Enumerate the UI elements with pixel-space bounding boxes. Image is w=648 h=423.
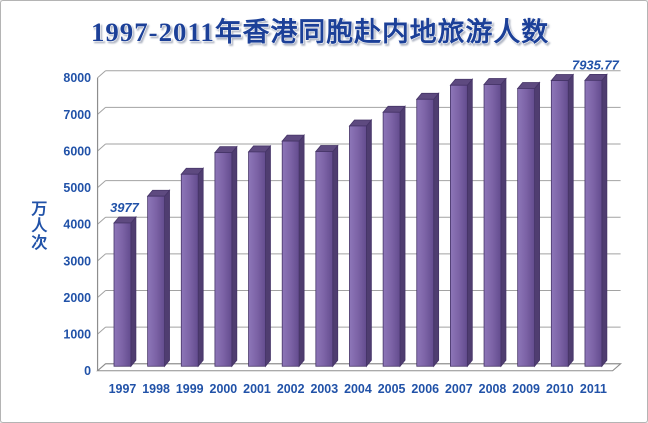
bar-side-face xyxy=(399,105,406,368)
bar-side-face xyxy=(332,144,339,368)
x-category-label: 2007 xyxy=(445,382,473,396)
data-label-1997: 3977 xyxy=(110,200,140,215)
bar-side-face xyxy=(500,77,507,368)
y-axis-title-char: 人 xyxy=(31,217,47,235)
bar-2003 xyxy=(315,151,334,367)
bar-1999 xyxy=(180,173,199,367)
bar-2005 xyxy=(382,111,401,367)
bar-side-face xyxy=(231,145,238,368)
y-tick-label: 4000 xyxy=(63,218,91,232)
gridline-connector xyxy=(97,70,106,79)
bar-2007 xyxy=(450,84,468,367)
gridline-connector xyxy=(97,326,106,335)
y-tick-label: 0 xyxy=(84,364,91,378)
bar-2008 xyxy=(483,84,502,367)
gridline-connector xyxy=(97,180,106,188)
gridline-connector xyxy=(97,107,106,115)
bar-2002 xyxy=(281,140,300,367)
x-category-label: 2009 xyxy=(512,382,540,396)
y-tick-label: 2000 xyxy=(63,291,91,305)
bar-2000 xyxy=(214,152,233,367)
bar-1998 xyxy=(147,195,165,367)
x-category-label: 1999 xyxy=(176,382,204,396)
y-tick-label: 8000 xyxy=(63,71,91,85)
plot-area: 0 1000 2000 3000 4000 5000 6000 7000 8000 1997 199… xyxy=(30,57,623,396)
bar-2001 xyxy=(248,151,266,367)
bar-side-face xyxy=(601,73,608,368)
y-tick-label: 7000 xyxy=(63,108,91,122)
bar-2009 xyxy=(517,88,535,367)
y-axis-title-char: 次 xyxy=(31,233,47,252)
chart-title: 1997-2011年香港同胞赴内地旅游人数 xyxy=(91,16,549,47)
x-category-label: 2010 xyxy=(546,382,574,396)
gridline-connector xyxy=(97,290,106,298)
y-tick-label: 6000 xyxy=(63,144,91,158)
bar-2010 xyxy=(550,80,569,367)
bar-side-face xyxy=(197,167,204,368)
x-category-label: 2005 xyxy=(378,382,406,396)
bar-2006 xyxy=(416,98,435,367)
bar-1997 xyxy=(113,222,132,367)
bar-2011 xyxy=(584,79,603,367)
gridline-connector xyxy=(97,253,106,262)
bar-side-face xyxy=(366,118,372,368)
data-label-2011: 7935.77 xyxy=(572,57,620,72)
y-axis-title-char: 万 xyxy=(30,201,47,218)
bar-side-face xyxy=(130,215,137,368)
gridline-connector xyxy=(97,216,106,225)
x-category-label: 2001 xyxy=(243,382,271,396)
x-category-label: 2000 xyxy=(210,382,238,396)
gridline-connector xyxy=(97,143,106,152)
bar-side-face xyxy=(265,144,271,368)
bar-side-face xyxy=(534,81,540,368)
y-tick-label: 5000 xyxy=(63,181,91,195)
x-category-label: 2002 xyxy=(277,382,305,396)
bar-side-face xyxy=(433,92,440,368)
bar-side-face xyxy=(164,189,170,368)
x-category-label: 2011 xyxy=(580,382,607,396)
y-tick-label: 1000 xyxy=(63,328,91,342)
bar-side-face xyxy=(466,78,473,368)
bar-side-face xyxy=(567,73,574,368)
x-category-label: 2003 xyxy=(310,382,338,396)
x-category-label: 1998 xyxy=(142,382,170,396)
x-category-label: 2008 xyxy=(479,382,507,396)
x-category-label: 1997 xyxy=(109,382,137,396)
bar-2004 xyxy=(349,125,367,367)
x-category-label: 2006 xyxy=(411,382,439,396)
bar-side-face xyxy=(298,134,305,368)
y-tick-label: 3000 xyxy=(63,254,91,268)
x-category-label: 2004 xyxy=(344,382,372,396)
